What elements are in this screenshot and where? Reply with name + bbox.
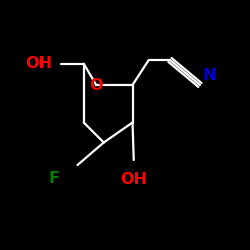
Text: N: N bbox=[202, 68, 215, 82]
Text: OH: OH bbox=[120, 172, 147, 188]
Text: F: F bbox=[48, 171, 59, 186]
Text: O: O bbox=[90, 78, 103, 92]
Text: OH: OH bbox=[25, 56, 52, 71]
